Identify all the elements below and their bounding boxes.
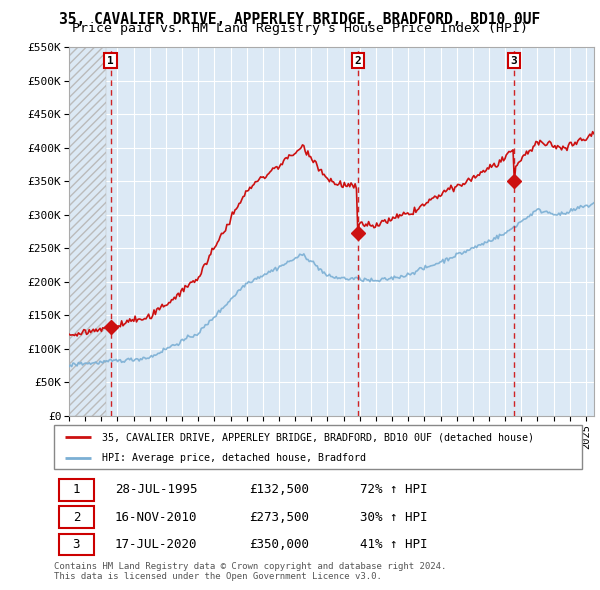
Text: 35, CAVALIER DRIVE, APPERLEY BRIDGE, BRADFORD, BD10 0UF (detached house): 35, CAVALIER DRIVE, APPERLEY BRIDGE, BRA… <box>101 432 533 442</box>
Text: 35, CAVALIER DRIVE, APPERLEY BRIDGE, BRADFORD, BD10 0UF: 35, CAVALIER DRIVE, APPERLEY BRIDGE, BRA… <box>59 12 541 27</box>
FancyBboxPatch shape <box>59 506 94 528</box>
Text: 16-NOV-2010: 16-NOV-2010 <box>115 510 197 523</box>
FancyBboxPatch shape <box>59 479 94 500</box>
Text: 72% ↑ HPI: 72% ↑ HPI <box>360 483 428 496</box>
Polygon shape <box>69 47 101 416</box>
Text: 41% ↑ HPI: 41% ↑ HPI <box>360 538 428 551</box>
Text: 2: 2 <box>355 55 361 65</box>
Text: £273,500: £273,500 <box>250 510 310 523</box>
Text: 17-JUL-2020: 17-JUL-2020 <box>115 538 197 551</box>
FancyBboxPatch shape <box>54 425 582 469</box>
Text: 3: 3 <box>511 55 517 65</box>
Text: 2: 2 <box>73 510 80 523</box>
Text: Contains HM Land Registry data © Crown copyright and database right 2024.
This d: Contains HM Land Registry data © Crown c… <box>54 562 446 581</box>
Text: Price paid vs. HM Land Registry's House Price Index (HPI): Price paid vs. HM Land Registry's House … <box>72 22 528 35</box>
Text: 3: 3 <box>73 538 80 551</box>
FancyBboxPatch shape <box>59 533 94 555</box>
Text: HPI: Average price, detached house, Bradford: HPI: Average price, detached house, Brad… <box>101 453 365 463</box>
Text: 1: 1 <box>107 55 114 65</box>
Text: 28-JUL-1995: 28-JUL-1995 <box>115 483 197 496</box>
Text: £350,000: £350,000 <box>250 538 310 551</box>
Text: £132,500: £132,500 <box>250 483 310 496</box>
Text: 30% ↑ HPI: 30% ↑ HPI <box>360 510 428 523</box>
Text: 1: 1 <box>73 483 80 496</box>
Polygon shape <box>69 47 106 416</box>
